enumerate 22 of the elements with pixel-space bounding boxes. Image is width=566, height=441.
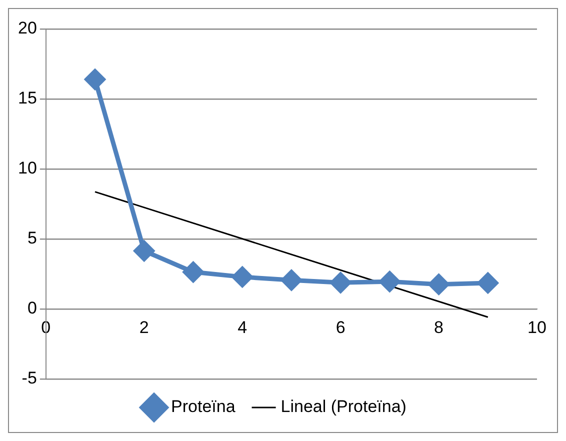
point bbox=[84, 69, 106, 90]
x-tick-label: 8 bbox=[434, 318, 444, 337]
y-tick-label: 20 bbox=[18, 18, 37, 38]
legend-label: Proteïna bbox=[171, 397, 236, 416]
x-tick-label: 10 bbox=[528, 318, 546, 337]
legend-label: Lineal (Proteïna) bbox=[280, 397, 406, 416]
x-tick-label: 4 bbox=[238, 318, 248, 337]
y-tick-label: -5 bbox=[22, 368, 37, 388]
x-tick-label: 2 bbox=[139, 318, 149, 337]
point bbox=[428, 274, 450, 295]
point bbox=[379, 271, 400, 292]
x-tick-label: 6 bbox=[336, 318, 346, 337]
point bbox=[330, 272, 351, 293]
point bbox=[478, 272, 498, 294]
y-tick-label: 10 bbox=[18, 158, 37, 178]
point bbox=[281, 270, 302, 290]
y-tick-label: 15 bbox=[18, 88, 37, 108]
point bbox=[182, 262, 204, 282]
point bbox=[232, 266, 253, 288]
y-tick-label: 5 bbox=[27, 228, 37, 248]
y-tick-label: 0 bbox=[27, 298, 37, 318]
point bbox=[134, 240, 154, 262]
